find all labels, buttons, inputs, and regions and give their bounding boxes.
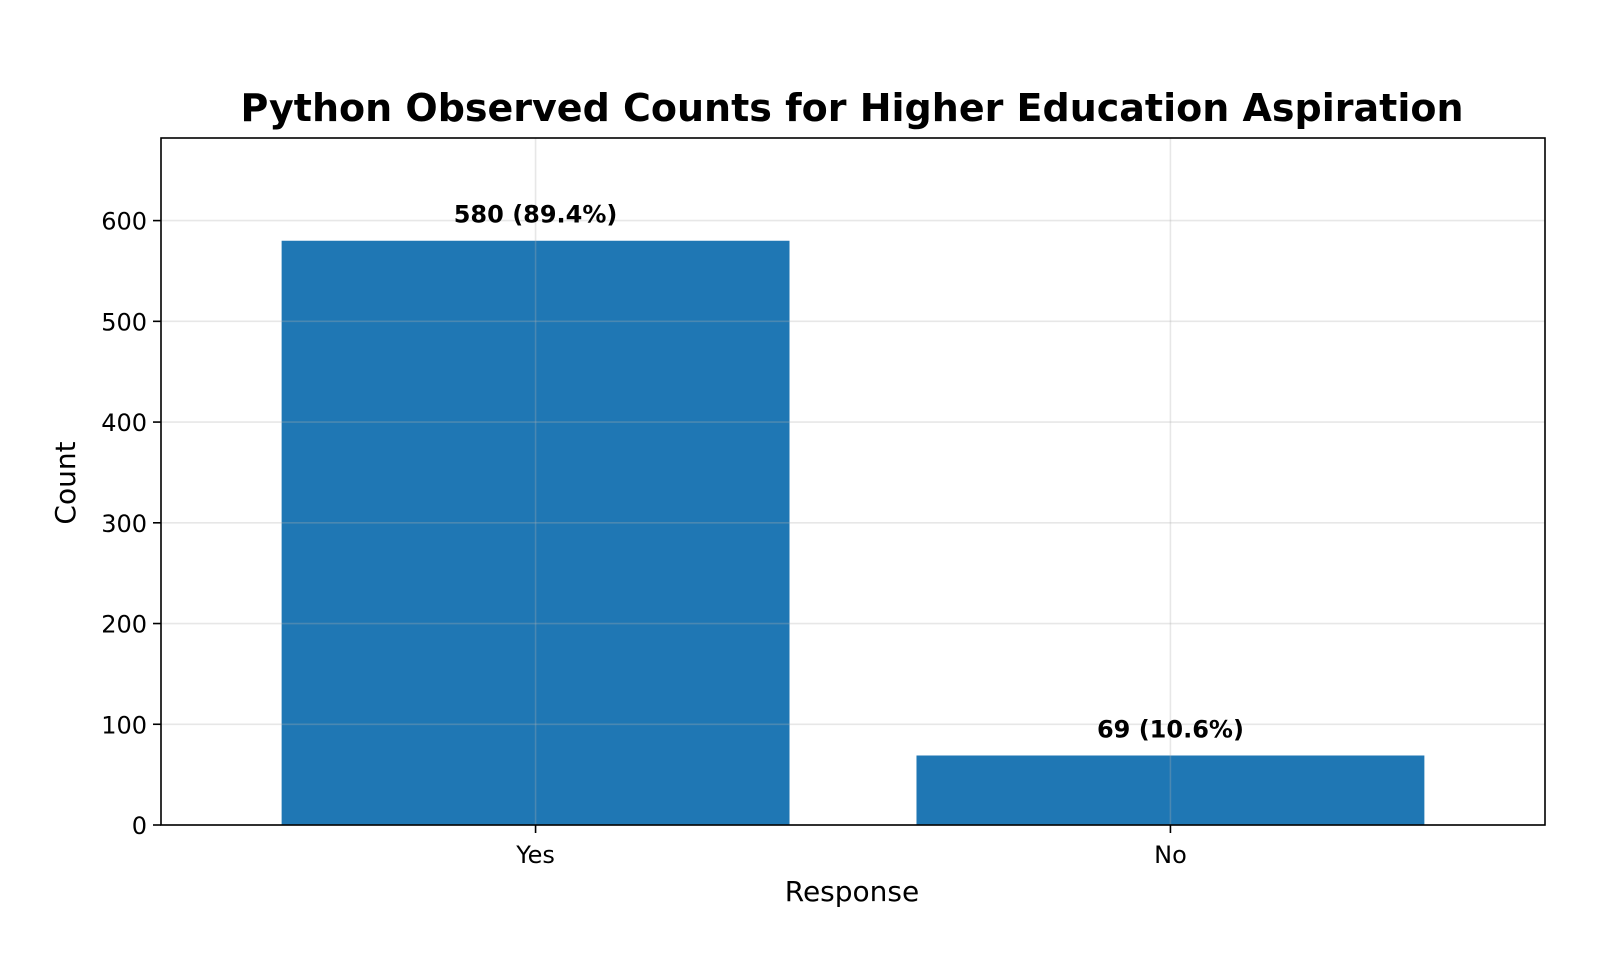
y-tick-label: 600 [101, 208, 147, 236]
x-tick-label: No [1154, 841, 1187, 869]
x-tick-label: Yes [515, 841, 555, 869]
data-label: 69 (10.6%) [1097, 715, 1244, 743]
y-tick-label: 100 [101, 711, 147, 739]
x-axis-ticks: Yes No [515, 825, 1187, 869]
bar-no [916, 755, 1425, 825]
chart-title: Python Observed Counts for Higher Educat… [240, 86, 1463, 130]
y-tick-label: 500 [101, 308, 147, 336]
y-tick-label: 300 [101, 510, 147, 538]
data-labels: 580 (89.4%) 69 (10.6%) [454, 201, 1244, 744]
plot-frame [160, 137, 1546, 826]
bars [281, 240, 1425, 825]
y-axis-ticks: 0 100 200 300 400 500 600 [101, 208, 161, 840]
y-axis-label: Count [49, 441, 82, 524]
y-tick-label: 400 [101, 409, 147, 437]
data-label: 580 (89.4%) [454, 201, 618, 229]
x-axis-label: Response [785, 875, 919, 908]
y-tick-label: 200 [101, 611, 147, 639]
y-tick-label: 0 [132, 812, 147, 840]
bar-yes [281, 240, 790, 825]
